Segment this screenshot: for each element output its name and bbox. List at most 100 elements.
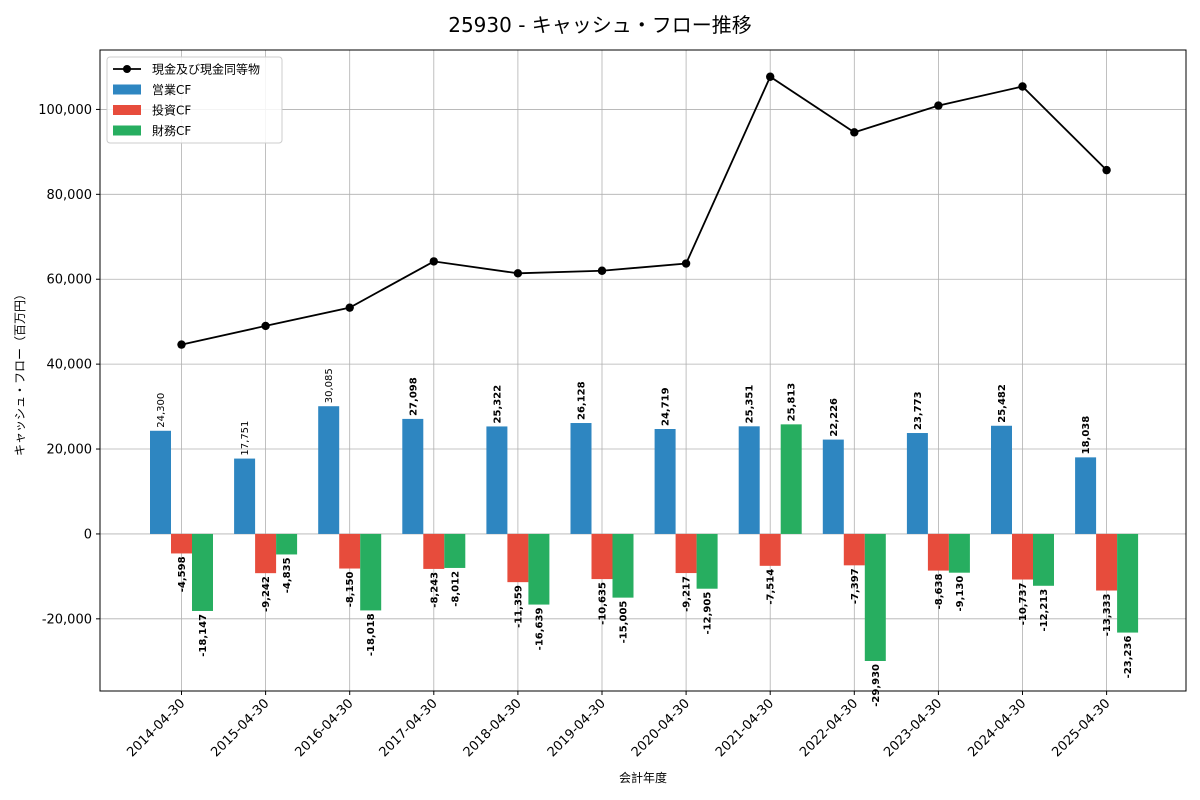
bar-operating-cf [906,433,928,534]
bar-operating-cf [822,439,844,534]
y-tick-label: 100,000 [38,103,92,118]
cash-equivalents-point [429,257,438,266]
bar-value-label: 25,482 [997,384,1008,423]
chart-title: 25930 - キャッシュ・フロー推移 [448,13,752,37]
bar-financing-cf [1117,533,1139,633]
bar-investing-cf [339,533,361,569]
bar-value-label: 25,322 [492,385,503,424]
x-tick-label: 2018-04-30 [461,696,525,760]
x-axis-title: 会計年度 [619,770,667,785]
y-tick-label: 40,000 [47,358,93,373]
bar-operating-cf [234,458,256,534]
bar-value-label: -11,359 [513,585,524,628]
bar-investing-cf [843,533,865,566]
bars-layer [150,406,1139,661]
bar-value-label: -8,243 [429,572,440,608]
cash-equivalents-point [850,128,859,137]
bar-value-label: -8,012 [450,571,461,607]
bar-financing-cf [528,533,550,605]
bar-value-label: -8,150 [345,571,356,607]
cash-equivalents-point [766,72,775,81]
x-tick-label: 2015-04-30 [208,696,272,760]
x-tick-label: 2021-04-30 [713,696,777,760]
bar-value-label: -7,397 [850,568,861,604]
bar-investing-cf [507,533,529,583]
cash-equivalents-point [934,101,943,110]
bar-investing-cf [1096,533,1118,591]
bar-financing-cf [444,533,466,568]
bar-labels-layer: 24,300 17,751 30,085 27,098 25,322 26,128 24,7… [156,368,1134,707]
bar-operating-cf [486,426,508,534]
bar-value-label: -10,737 [1018,582,1029,625]
bar-value-label: -8,638 [934,574,945,610]
legend-label: 投資CF [152,103,191,118]
bar-investing-cf [171,533,192,554]
bar-operating-cf [318,406,340,534]
bar-value-label: 30,085 [324,368,335,403]
grid-layer [100,50,1186,691]
bar-operating-cf [570,423,592,534]
bar-value-label: 25,351 [745,385,756,424]
bar-financing-cf [696,533,718,589]
bar-value-label: -29,930 [871,664,882,707]
legend-bar-swatch [113,84,141,95]
x-tick-label: 2025-04-30 [1049,696,1113,760]
bar-financing-cf [864,533,886,661]
x-tick-label: 2024-04-30 [965,696,1029,760]
bar-value-label: -12,905 [703,592,714,635]
line-layer [177,72,1111,349]
x-tick-label: 2014-04-30 [124,696,188,760]
x-axis-ticks: 2014-04-30 2015-04-30 2016-04-30 2017-04-30… [124,691,1113,760]
plot-frame [99,49,1187,692]
legend-bar-swatch [113,105,141,115]
y-tick-label: 0 [84,527,92,542]
bar-value-label: -4,598 [177,556,188,592]
x-tick-label: 2023-04-30 [881,696,945,760]
bar-financing-cf [360,533,382,611]
cash-equivalents-point [513,269,523,278]
bar-value-label: 26,128 [577,381,588,420]
bar-investing-cf [927,533,949,571]
cash-equivalents-point [261,321,270,331]
bar-financing-cf [780,424,802,534]
legend-label: 営業CF [152,83,191,97]
bar-value-label: 23,773 [913,391,924,430]
bar-value-label: -23,236 [1123,636,1134,679]
legend-label: 財務CF [152,123,191,138]
bar-value-label: -18,018 [366,613,377,656]
bar-financing-cf [948,533,970,573]
x-tick-label: 2022-04-30 [797,696,861,760]
bar-operating-cf [991,425,1012,534]
bar-operating-cf [738,426,760,534]
cash-equivalents-point [681,259,691,268]
x-tick-label: 2020-04-30 [629,696,693,760]
cash-equivalents-line [181,75,1108,346]
bar-investing-cf [423,533,445,569]
bar-financing-cf [1033,533,1054,586]
bar-value-label: -16,639 [534,608,545,651]
bar-operating-cf [402,418,424,534]
bar-value-label: -10,635 [598,582,609,625]
bar-financing-cf [192,533,213,611]
y-tick-label: 80,000 [47,188,93,203]
bar-value-label: -18,147 [198,614,209,657]
bar-value-label: -4,835 [282,557,293,593]
bar-operating-cf [1075,457,1097,534]
bar-investing-cf [255,533,277,574]
bar-value-label: 25,813 [787,383,798,422]
bar-value-label: 24,300 [156,393,167,428]
bar-value-label: -15,005 [619,601,630,644]
cash-equivalents-point [345,303,354,312]
bar-operating-cf [654,429,676,534]
x-tick-label: 2019-04-30 [545,696,609,760]
legend-marker [123,65,131,73]
legend-label: 現金及び現金同等物 [152,62,260,77]
x-tick-label: 2016-04-30 [292,696,356,760]
bar-value-label: 24,719 [661,387,672,426]
bar-value-label: 22,226 [829,398,840,437]
bar-value-label: 17,751 [240,421,251,456]
y-axis-title: キャッシュ・フロー（百万円） [13,288,27,456]
